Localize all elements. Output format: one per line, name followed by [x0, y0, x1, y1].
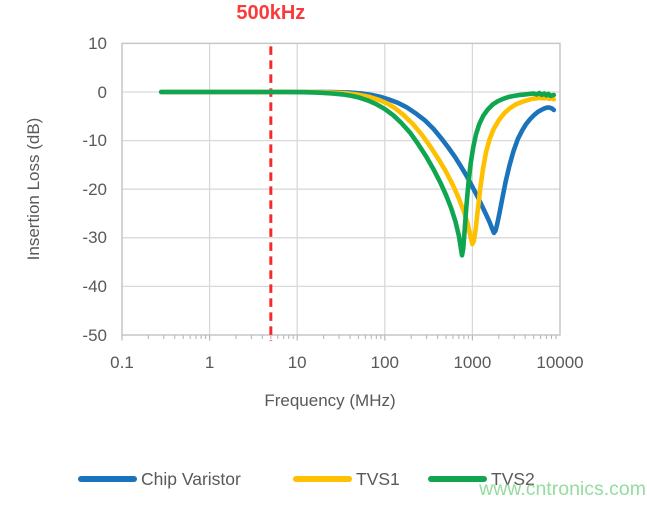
- legend-swatch: [428, 476, 487, 482]
- legend-swatch: [293, 476, 352, 482]
- legend-swatch: [78, 476, 137, 482]
- y-tick-label: -50: [82, 325, 107, 345]
- series-curve-tvs2: [158, 89, 557, 258]
- y-tick-label: -30: [82, 228, 107, 248]
- x-tick-label: 10: [287, 353, 307, 372]
- legend-item-chip-varistor: Chip Varistor: [78, 468, 241, 489]
- series-curve-chip-varistor: [158, 89, 557, 236]
- legend-item-tvs1: TVS1: [293, 468, 400, 489]
- watermark: www.cntronics.com: [479, 478, 646, 500]
- x-axis-title: Frequency (MHz): [264, 391, 396, 410]
- x-tick-label: 1: [204, 353, 215, 372]
- x-tick-label: 0.1: [110, 353, 134, 372]
- y-tick-label: 10: [88, 33, 107, 53]
- x-tick-label: 1000: [453, 353, 492, 372]
- series-curve-tvs1: [158, 89, 557, 247]
- legend-item-tvs2: TVS2: [428, 468, 535, 489]
- y-tick-label: -10: [82, 131, 107, 151]
- y-axis-title: Insertion Loss (dB): [24, 117, 43, 261]
- y-tick-label: -20: [82, 179, 107, 199]
- legend-label: Chip Varistor: [141, 468, 241, 489]
- y-tick-label: 0: [97, 82, 107, 102]
- y-tick-label: -40: [82, 276, 107, 296]
- legend-label: TVS1: [356, 468, 400, 489]
- plot-area: [121, 42, 561, 341]
- x-tick-label: 10000: [536, 353, 584, 372]
- cutoff-frequency-label: 500kHz: [236, 2, 306, 24]
- plot-frame: [121, 42, 561, 336]
- legend-label: TVS2: [491, 468, 535, 489]
- x-tick-label: 100: [370, 353, 399, 372]
